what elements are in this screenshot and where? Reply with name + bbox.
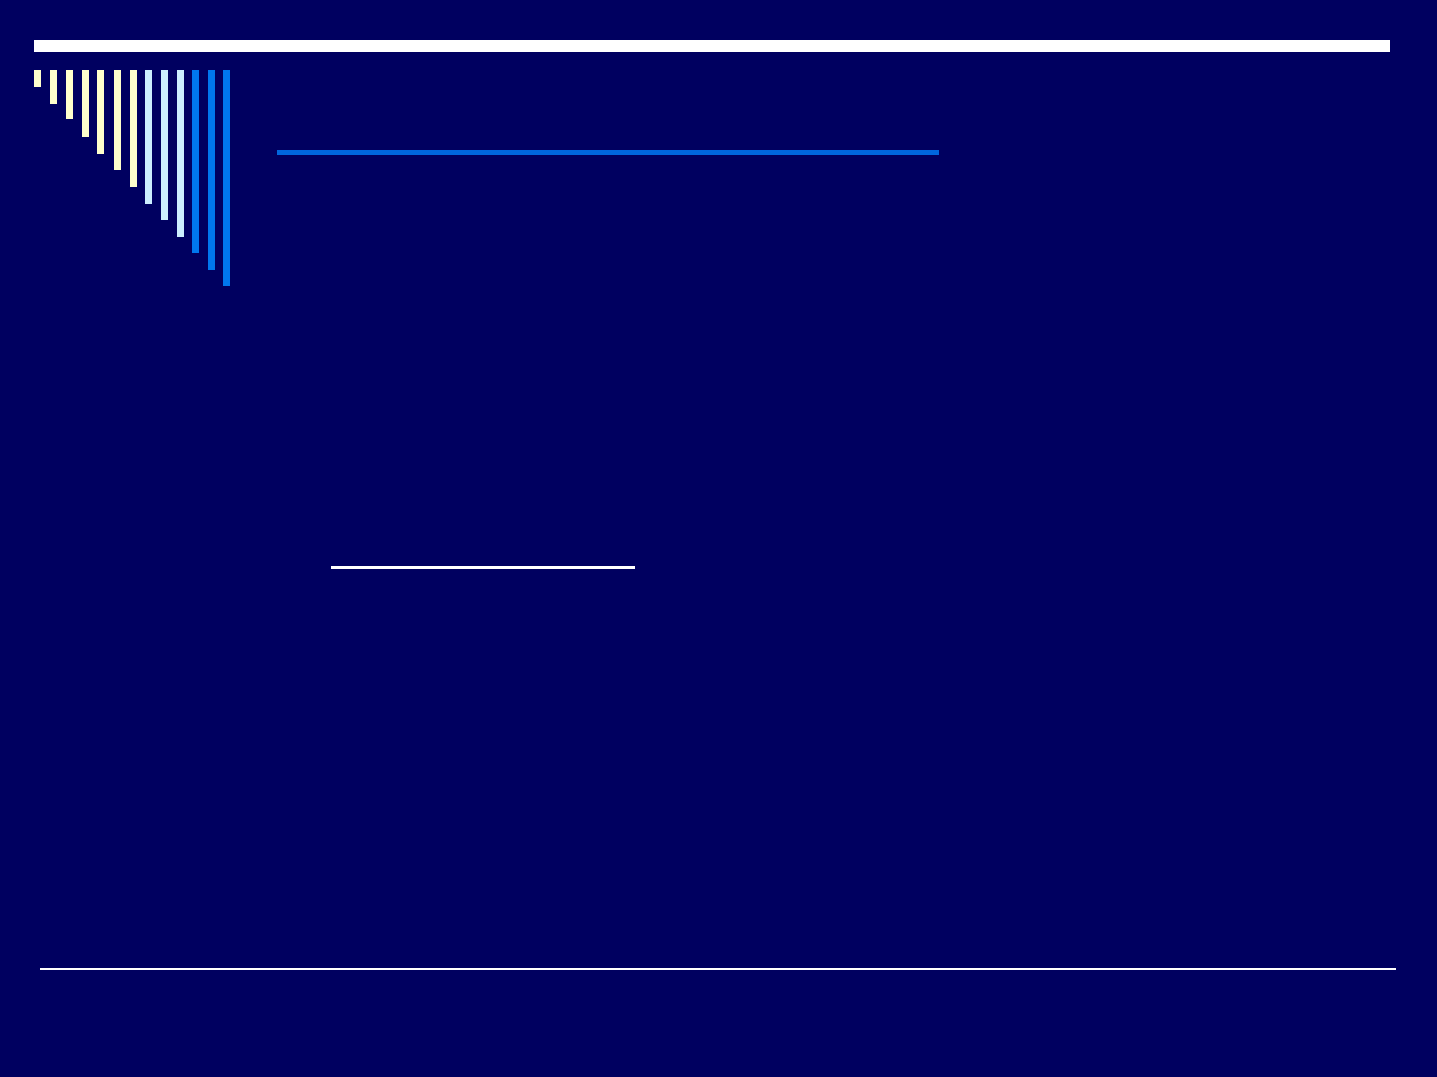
top-bar-decoration [34,40,1390,52]
decorative-bar [161,70,168,220]
decorative-bar [208,70,215,270]
decorative-bar [145,70,152,204]
decorative-bar [34,70,41,87]
decorative-bar [192,70,199,253]
content-rule [331,566,635,569]
title-underline [277,150,939,155]
decorative-bar [177,70,184,237]
decorative-bar [66,70,73,119]
footer-rule [40,968,1396,970]
decorative-bar [50,70,57,104]
decorative-bar [223,70,230,286]
decorative-bar [82,70,89,137]
decorative-bar [97,70,104,154]
decorative-bar [130,70,137,187]
decorative-bar [114,70,121,170]
